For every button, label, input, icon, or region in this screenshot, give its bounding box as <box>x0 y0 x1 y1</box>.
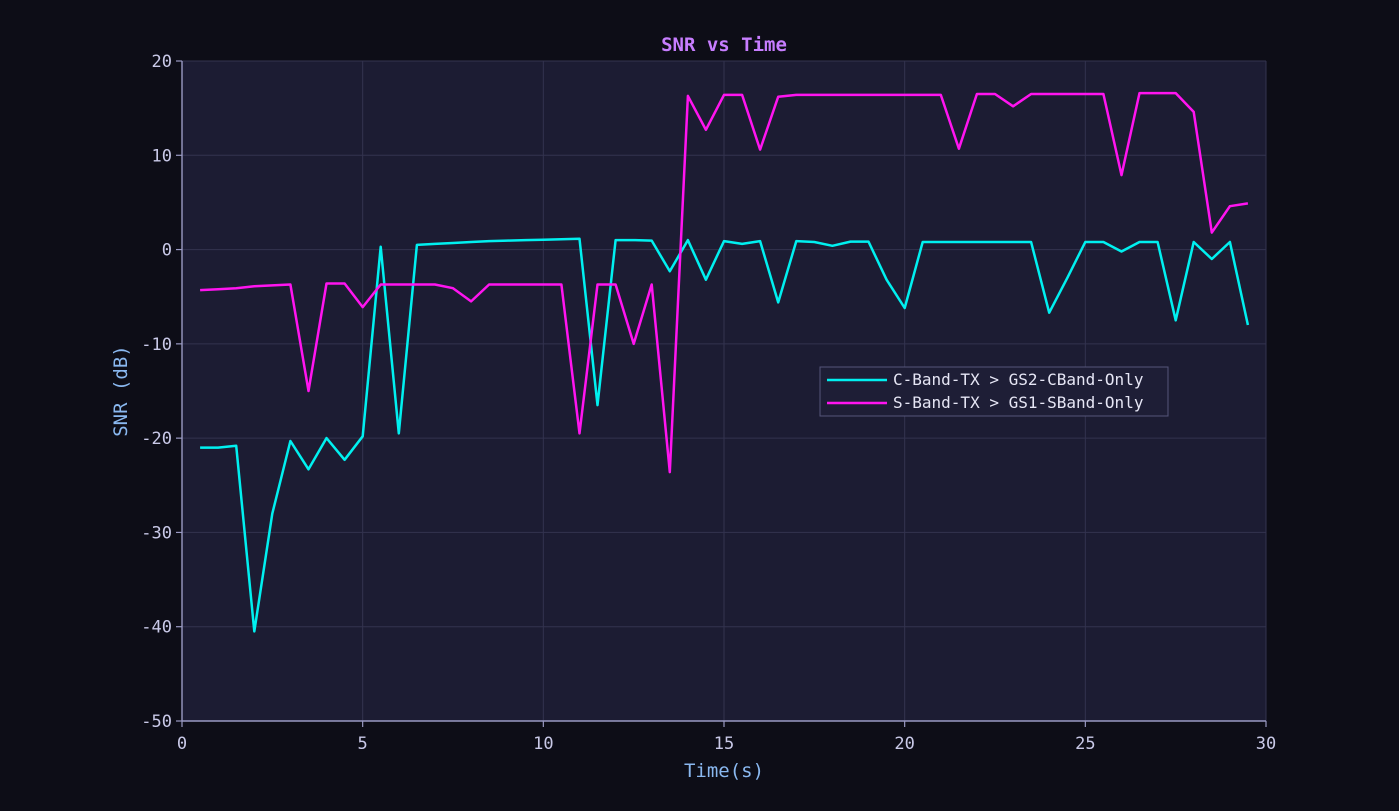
y-tick-label: 10 <box>152 146 172 166</box>
y-axis-title: SNR (dB) <box>110 345 132 437</box>
legend: C-Band-TX > GS2-CBand-Only S-Band-TX > G… <box>819 366 1169 417</box>
y-tick-label: 0 <box>162 241 172 261</box>
x-tick-label: 5 <box>358 734 368 754</box>
y-tick-label: -10 <box>141 335 172 355</box>
y-tick-label: -50 <box>141 712 172 732</box>
y-tick-label: -40 <box>141 618 172 638</box>
y-tick-label: -30 <box>141 523 172 543</box>
x-tick-label: 25 <box>1075 734 1095 754</box>
x-tick-label: 10 <box>533 734 553 754</box>
x-axis-title: Time(s) <box>684 760 764 782</box>
axes: 0 5 10 15 20 25 30 -50 -40 -30 -20 -10 0 10 20 <box>141 52 1276 754</box>
x-tick-label: 20 <box>894 734 914 754</box>
chart-title: SNR vs Time <box>661 34 787 56</box>
x-tick-label: 15 <box>714 734 734 754</box>
legend-box <box>819 366 1169 417</box>
y-tick-label: 20 <box>152 52 172 72</box>
series-line-c-band <box>200 237 1250 633</box>
series-line-s-band <box>200 91 1249 474</box>
x-tick-label: 30 <box>1256 734 1276 754</box>
x-tick-label: 0 <box>177 734 187 754</box>
series-layer <box>200 91 1250 633</box>
y-tick-label: -20 <box>141 429 172 449</box>
legend-label-s-band: S-Band-TX > GS1-SBand-Only <box>893 393 1144 412</box>
legend-label-c-band: C-Band-TX > GS2-CBand-Only <box>893 370 1144 389</box>
